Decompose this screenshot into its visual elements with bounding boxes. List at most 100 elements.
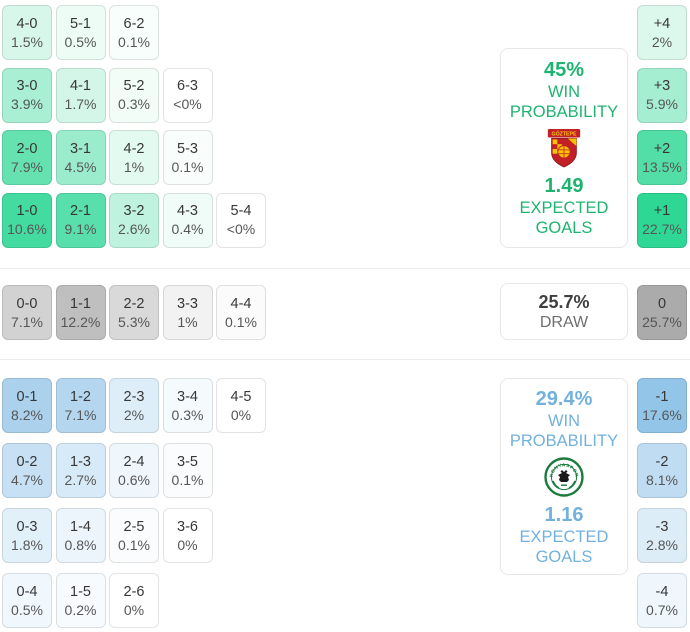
- probability-value: 0.1%: [171, 158, 204, 175]
- score-cell-4-5: 4-5 0%: [216, 378, 266, 433]
- score-cell-0-2: 0-2 4.7%: [2, 443, 52, 498]
- probability-value: 25.7%: [642, 313, 682, 330]
- score-label: 0-3: [16, 518, 38, 535]
- score-cell-1-3: 1-3 2.7%: [55, 443, 106, 498]
- score-row: 0-3 1.8% 1-4 0.8% 2-5 0.1% 3-6 0%: [2, 508, 266, 563]
- score-cell-1-0: 1-0 10.6%: [2, 192, 52, 248]
- draw-label: DRAW: [539, 313, 589, 331]
- score-label: 1-0: [16, 203, 38, 219]
- score-cell-3-2: 3-2 2.6%: [109, 192, 159, 248]
- home-win-probability-card: 45% WIN PROBABILITY GÖZTEPE 1.49 EXPECTE…: [500, 48, 628, 248]
- probability-value: 1%: [177, 313, 198, 330]
- probability-value: 2%: [651, 33, 673, 50]
- probability-value: <0%: [173, 96, 202, 112]
- goal-diff-label: +1: [653, 203, 671, 219]
- score-label: 4-5: [230, 388, 252, 405]
- score-label: 0-1: [16, 388, 38, 405]
- goal-diff-label: +3: [653, 78, 671, 94]
- score-cell-1-2: 1-2 7.1%: [55, 378, 106, 433]
- probability-value: 7.9%: [11, 158, 43, 175]
- probability-value: 9.1%: [64, 221, 97, 237]
- score-label: 4-1: [70, 78, 91, 94]
- probability-value: 0.8%: [64, 536, 97, 553]
- probability-value: 0.4%: [171, 221, 204, 237]
- score-label: 1-3: [70, 453, 91, 470]
- goal-diff-cell-+3: +3 5.9%: [637, 67, 687, 123]
- probability-value: 1.5%: [11, 33, 43, 50]
- away-expected-goals-value: 1.16: [544, 503, 584, 526]
- score-label: 1-5: [70, 583, 91, 600]
- score-cell-5-4: 5-4 <0%: [216, 192, 266, 248]
- score-cell-2-6: 2-6 0%: [109, 573, 159, 628]
- probability-value: 0%: [123, 601, 145, 618]
- score-cell-3-5: 3-5 0.1%: [162, 443, 213, 498]
- goal-diff-cell-+4: +4 2%: [637, 5, 687, 60]
- score-cell-3-6: 3-6 0%: [162, 508, 213, 563]
- score-cell-3-0: 3-0 3.9%: [2, 67, 52, 123]
- draw-probability-card: 25.7% DRAW: [500, 283, 628, 340]
- probability-value: 0.5%: [64, 33, 97, 50]
- score-cell-4-4: 4-4 0.1%: [216, 285, 266, 340]
- score-cell-6-2: 6-2 0.1%: [109, 5, 159, 60]
- away-win-label-line2: PROBABILITY: [509, 431, 619, 450]
- section-divider-top: [0, 268, 690, 269]
- score-cell-2-4: 2-4 0.6%: [109, 443, 159, 498]
- goal-diff-cell-+1: +1 22.7%: [637, 192, 687, 248]
- home-win-label-line2: PROBABILITY: [509, 103, 619, 121]
- score-label: 3-1: [70, 140, 91, 157]
- score-cell-5-1: 5-1 0.5%: [55, 5, 106, 60]
- probability-value: 7.1%: [64, 406, 97, 423]
- probability-value: 0%: [230, 406, 252, 423]
- score-cell-0-1: 0-1 8.2%: [2, 378, 52, 433]
- away-win-score-grid: 0-1 8.2% 1-2 7.1% 2-3 2% 3-4 0.3% 4-5 0% 0-2 4.7% 1-…: [2, 378, 266, 628]
- score-label: 2-5: [123, 518, 145, 535]
- probability-value: 8.2%: [11, 406, 43, 423]
- home-win-percentage: 45%: [543, 59, 585, 81]
- score-label: 1-2: [70, 388, 91, 405]
- draw-percentage: 25.7%: [538, 291, 590, 312]
- draw-score-grid: 0-0 7.1% 1-1 12.2% 2-2 5.3% 3-3 1% 4-4 0.1%: [2, 285, 266, 340]
- probability-value: 7.1%: [11, 313, 43, 330]
- score-label: 3-2: [123, 203, 145, 219]
- goal-diff-label: 0: [657, 295, 667, 312]
- score-label: 4-0: [16, 15, 38, 32]
- goal-diff-cell--3: -3 2.8%: [637, 508, 687, 563]
- score-label: 5-4: [230, 203, 252, 219]
- probability-value: <0%: [226, 221, 256, 237]
- score-cell-1-4: 1-4 0.8%: [55, 508, 106, 563]
- score-cell-3-1: 3-1 4.5%: [55, 130, 106, 185]
- score-label: 3-4: [177, 388, 198, 405]
- probability-value: 5.3%: [118, 313, 150, 330]
- score-label: 1-4: [70, 518, 91, 535]
- probability-value: 0.1%: [225, 313, 257, 330]
- home-win-label-line1: WIN: [547, 83, 581, 101]
- probability-value: 0.3%: [171, 406, 204, 423]
- home-expected-goals-value: 1.49: [544, 175, 584, 197]
- score-label: 3-5: [177, 453, 198, 470]
- goal-diff-label: +2: [653, 140, 671, 157]
- probability-value: 2.6%: [118, 221, 150, 237]
- goal-diff-cell--4: -4 0.7%: [637, 573, 687, 628]
- score-row: 3-0 3.9% 4-1 1.7% 5-2 0.3% 6-3 <0%: [2, 67, 266, 123]
- score-cell-3-3: 3-3 1%: [162, 285, 213, 340]
- goal-diff-cell--2: -2 8.1%: [637, 443, 687, 498]
- score-row: 1-0 10.6% 2-1 9.1% 3-2 2.6% 4-3 0.4% 5-4 <0%: [2, 192, 266, 248]
- score-label: 3-6: [177, 518, 198, 535]
- score-label: 2-3: [123, 388, 145, 405]
- goal-diff-cell--1: -1 17.6%: [637, 378, 687, 433]
- home-xg-label-line1: EXPECTED: [519, 199, 609, 217]
- probability-value: 3.9%: [11, 96, 43, 112]
- score-label: 2-6: [123, 583, 145, 600]
- score-cell-2-1: 2-1 9.1%: [55, 192, 106, 248]
- probability-value: 13.5%: [642, 158, 682, 175]
- score-cell-3-4: 3-4 0.3%: [162, 378, 213, 433]
- score-label: 2-0: [16, 140, 38, 157]
- score-cell-4-2: 4-2 1%: [109, 130, 159, 185]
- score-label: 4-3: [177, 203, 198, 219]
- score-label: 3-3: [177, 295, 198, 312]
- probability-value: 4.5%: [64, 158, 97, 175]
- score-cell-1-1: 1-1 12.2%: [55, 285, 106, 340]
- score-label: 5-2: [123, 78, 145, 94]
- section-divider-bottom: [0, 359, 690, 360]
- score-label: 1-1: [70, 295, 91, 312]
